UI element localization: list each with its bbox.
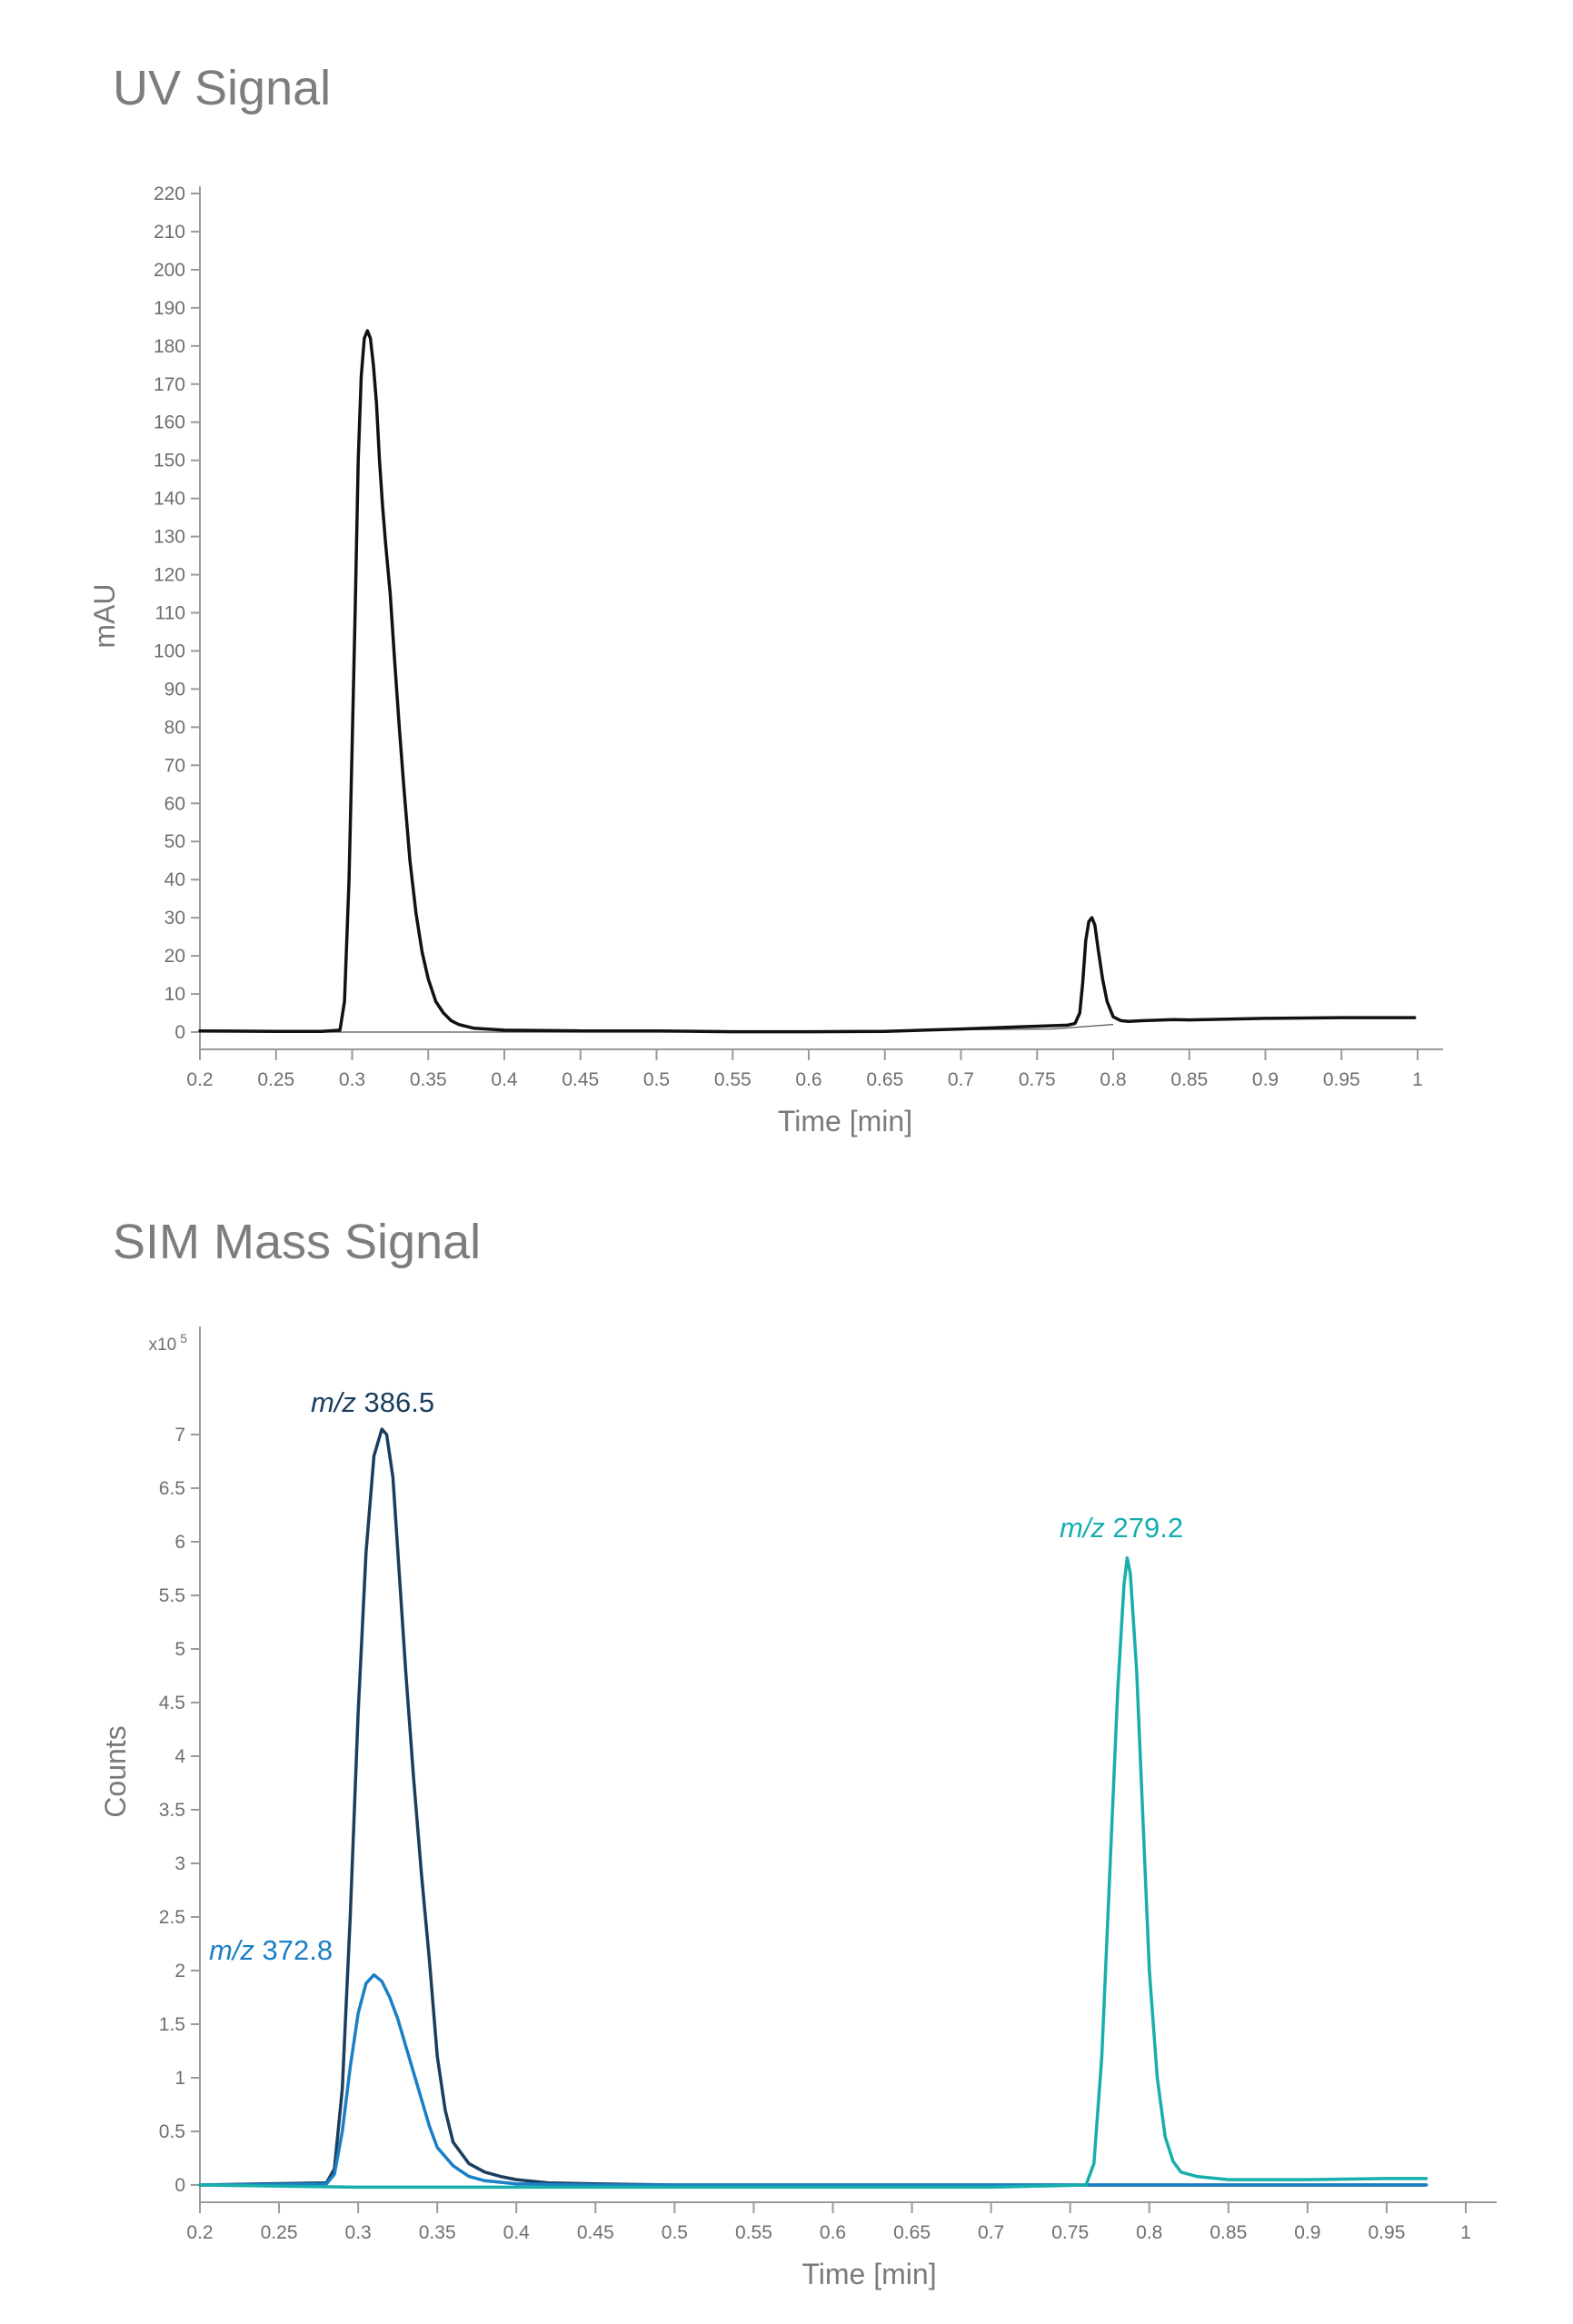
y-tick-label: 170 <box>154 374 185 395</box>
y-tick-label: 1 <box>174 2068 185 2089</box>
x-tick-label: 0.95 <box>1323 1069 1360 1090</box>
y-axis-label: mAU <box>88 583 121 648</box>
x-axis-label: Time [min] <box>801 2258 936 2290</box>
x-tick-label: 0.65 <box>866 1069 903 1090</box>
x-tick-label: 0.7 <box>978 2222 1004 2243</box>
y-tick-label: 110 <box>155 603 185 624</box>
x-tick-label: 0.35 <box>419 2222 456 2243</box>
x-tick-label: 0.55 <box>714 1069 752 1090</box>
y-tick-label: 140 <box>154 489 185 510</box>
x-tick-label: 0.55 <box>735 2222 772 2243</box>
uv-signal-chart: 0 10 20 30 40 50 60 70 80 90 100 110 120 130 140 150 160… <box>88 184 1443 1137</box>
series-label: m/z 386.5 <box>311 1386 434 1418</box>
y-tick-label: 0.5 <box>159 2121 185 2142</box>
x-tick-label: 0.4 <box>491 1069 518 1090</box>
y-tick-label: 4.5 <box>159 1693 185 1713</box>
x-tick-label: 0.3 <box>339 1069 365 1090</box>
x-tick-label: 0.45 <box>562 1069 599 1090</box>
x-tick-label: 0.85 <box>1210 2222 1247 2243</box>
y-tick-label: 10 <box>164 984 185 1005</box>
x-tick-label: 0.2 <box>186 1069 213 1090</box>
y-tick-label: 40 <box>164 869 185 890</box>
y-tick-label: 160 <box>154 412 185 433</box>
x-tick-label: 0.9 <box>1252 1069 1279 1090</box>
x-tick-label: 0.4 <box>503 2222 531 2243</box>
y-tick-label: 4 <box>174 1746 185 1767</box>
y-tick-label: 6 <box>174 1532 185 1553</box>
y-tick-label: 3 <box>174 1853 185 1874</box>
y-tick-label: 1.5 <box>159 2014 185 2035</box>
y-tick-label: 3.5 <box>159 1800 185 1821</box>
y-tick-label: 30 <box>164 908 185 929</box>
x-tick-label: 0.25 <box>261 2222 298 2243</box>
y-axis-label: Counts <box>99 1725 132 1817</box>
y-tick-label: 50 <box>164 831 185 852</box>
x-tick-label: 0.3 <box>345 2222 372 2243</box>
series-line <box>198 1972 1429 2187</box>
x-tick-label: 0.6 <box>820 2222 846 2243</box>
y-tick-label: 80 <box>164 717 185 738</box>
x-tick-label: 0.95 <box>1369 2222 1406 2243</box>
x-tick-label: 0.8 <box>1100 1069 1126 1090</box>
y-tick-label: 200 <box>154 260 185 281</box>
y-tick-label: 7 <box>174 1425 185 1445</box>
y-axis-multiplier: x10 5 <box>149 1331 188 1355</box>
y-tick-label: 0 <box>174 1022 185 1043</box>
x-tick-label: 0.6 <box>795 1069 821 1090</box>
x-tick-label: 0.9 <box>1294 2222 1320 2243</box>
y-tick-label: 6.5 <box>159 1478 185 1499</box>
x-tick-label: 1 <box>1412 1069 1423 1090</box>
x-tick-label: 0.65 <box>893 2222 931 2243</box>
x-tick-label: 0.35 <box>410 1069 447 1090</box>
y-tick-label: 90 <box>164 679 185 700</box>
y-tick-label: 20 <box>164 946 185 967</box>
y-tick-label: 5 <box>174 1639 185 1660</box>
y-tick-label: 2.5 <box>159 1907 185 1928</box>
y-tick-label: 150 <box>154 451 185 472</box>
x-tick-label: 0.75 <box>1019 1069 1056 1090</box>
x-tick-label: 0.8 <box>1136 2222 1162 2243</box>
uv-chart-title: UV Signal <box>113 61 332 115</box>
x-tick-label: 1 <box>1460 2222 1471 2243</box>
x-tick-label: 0.2 <box>186 2222 213 2243</box>
x-tick-label: 0.5 <box>662 2222 688 2243</box>
series-label: m/z 372.8 <box>209 1934 333 1966</box>
series-line <box>198 1555 1429 2190</box>
sim-mass-signal-chart: 0 0.5 1 1.5 2 2.5 3 3.5 4 4.5 5 5.5 6 6.5 7 0.2 0.25 0.3 0… <box>99 1326 1497 2290</box>
y-tick-label: 210 <box>154 222 185 243</box>
series-label: m/z 279.2 <box>1060 1512 1183 1544</box>
sim-chart-title: SIM Mass Signal <box>113 1215 482 1269</box>
x-tick-label: 0.75 <box>1051 2222 1089 2243</box>
y-tick-label: 180 <box>154 336 185 357</box>
y-tick-label: 60 <box>164 793 185 814</box>
y-tick-label: 130 <box>154 527 185 548</box>
y-tick-label: 190 <box>154 298 185 319</box>
y-tick-label: 220 <box>154 184 185 204</box>
y-tick-label: 70 <box>164 755 185 776</box>
y-tick-label: 5.5 <box>159 1585 185 1606</box>
x-tick-label: 0.45 <box>577 2222 614 2243</box>
x-axis-label: Time [min] <box>778 1105 912 1137</box>
x-tick-label: 0.25 <box>257 1069 294 1090</box>
x-tick-label: 0.85 <box>1170 1069 1208 1090</box>
y-tick-label: 100 <box>154 641 185 661</box>
x-tick-label: 0.5 <box>643 1069 670 1090</box>
y-tick-label: 2 <box>174 1961 185 1981</box>
series-line <box>198 1427 1429 2187</box>
y-tick-label: 120 <box>154 565 185 586</box>
y-tick-label: 0 <box>174 2175 185 2196</box>
series-line <box>198 329 1417 1034</box>
x-tick-label: 0.7 <box>948 1069 974 1090</box>
